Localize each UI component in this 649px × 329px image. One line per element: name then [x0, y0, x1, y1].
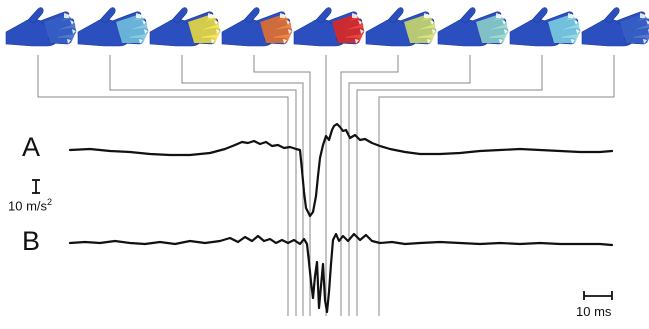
fingertip-marker	[496, 13, 508, 44]
fingertip-marker	[208, 13, 220, 44]
trace-b	[68, 232, 614, 314]
connector-9	[378, 55, 615, 316]
row-label-b: B	[22, 226, 41, 256]
hand-frame-7	[437, 7, 509, 47]
time-connectors	[37, 55, 615, 316]
hand-frame-9	[581, 7, 649, 47]
hand-frame-6	[365, 7, 437, 47]
connector-1	[37, 55, 289, 316]
finger-heat-overlay	[404, 14, 436, 43]
connector-6	[340, 55, 399, 316]
hand-frame-8	[509, 7, 581, 47]
finger-heat-overlay	[548, 14, 580, 43]
connector-7	[348, 55, 471, 316]
fingertip-marker	[136, 13, 148, 44]
fingertip-marker	[424, 13, 436, 44]
finger-heat-overlay	[188, 14, 220, 43]
row-label-a: A	[22, 132, 41, 162]
finger-heat-overlay	[332, 14, 364, 43]
fingertip-marker	[64, 13, 76, 44]
vertical-scale-bar	[32, 179, 40, 194]
finger-heat-overlay	[260, 14, 292, 43]
connector-3	[181, 55, 304, 316]
hand-frame-2	[77, 7, 149, 47]
trace-a	[68, 122, 614, 218]
hand-frame-5	[293, 7, 365, 47]
hand-frame-1	[5, 7, 77, 47]
finger-heat-overlay	[476, 14, 508, 43]
fingertip-marker	[352, 13, 364, 44]
connector-2	[109, 55, 297, 316]
vertical-scale-value: 10 m/s	[8, 198, 48, 214]
fingertip-marker	[568, 13, 580, 44]
vertical-scale-label: 10 m/s2	[8, 197, 52, 213]
horizontal-scale-bar	[583, 291, 613, 300]
connector-4	[253, 55, 311, 316]
hand-frames-row	[5, 7, 649, 47]
finger-heat-overlay	[620, 14, 649, 43]
finger-heat-overlay	[116, 14, 148, 43]
horizontal-scale-label: 10 ms	[576, 304, 612, 319]
fingertip-marker	[640, 13, 649, 44]
hand-frame-4	[221, 7, 293, 47]
hand-frame-3	[149, 7, 221, 47]
fingertip-marker	[280, 13, 292, 44]
vertical-scale-exponent: 2	[47, 197, 53, 207]
connector-8	[356, 55, 543, 316]
finger-heat-overlay	[44, 14, 76, 43]
